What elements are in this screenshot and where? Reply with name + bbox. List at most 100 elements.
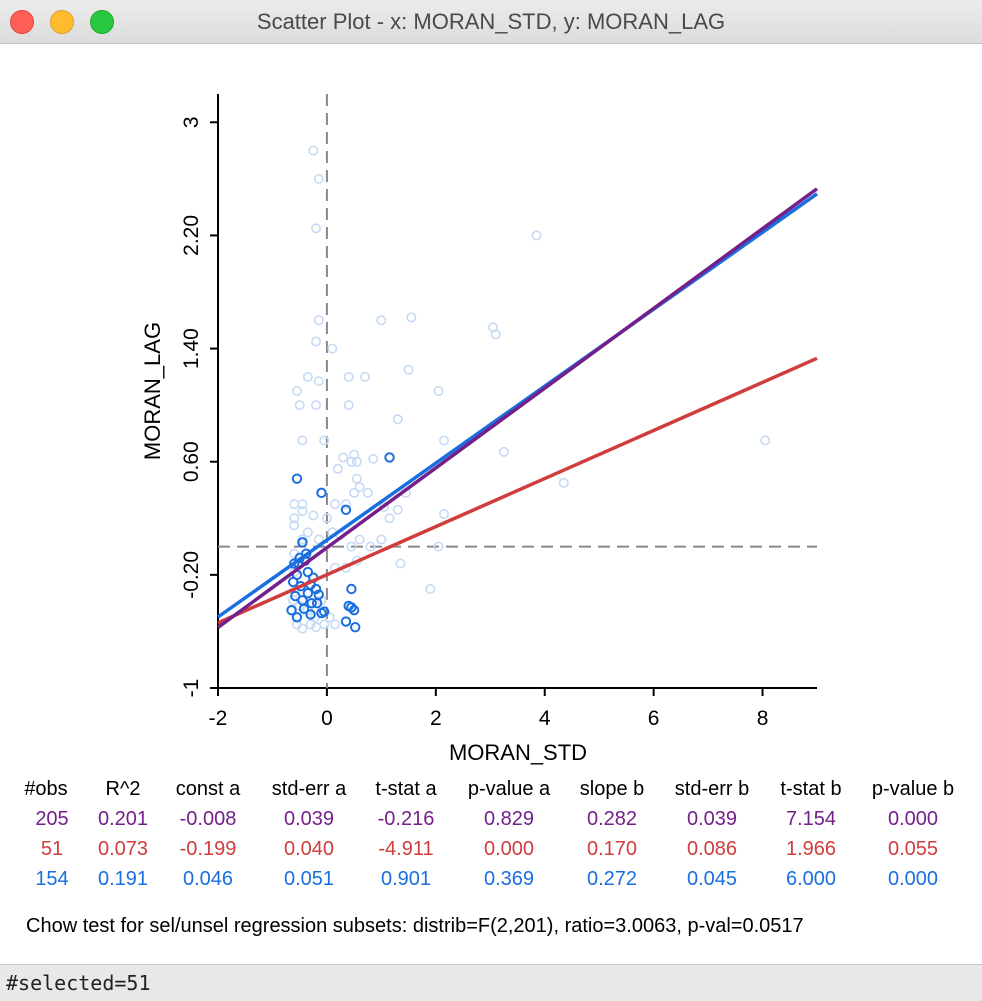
unselected-point <box>558 477 569 488</box>
unselected-point <box>498 446 509 457</box>
x-tick-label: -2 <box>209 707 228 730</box>
stats-row-unselected: 154 0.191 0.046 0.051 0.901 0.369 0.272 … <box>0 868 982 896</box>
selected-point <box>306 597 317 609</box>
selected-point <box>350 621 361 633</box>
unselected-point <box>332 463 343 474</box>
unselected-point <box>346 541 357 552</box>
unselected-point <box>330 619 341 630</box>
unselected-point <box>311 400 322 411</box>
unselected-point <box>346 456 357 467</box>
stat-cell: 0.055 <box>887 838 939 860</box>
selected-point <box>318 606 330 617</box>
header-const-a: const a <box>175 778 241 800</box>
unselected-point <box>360 371 371 382</box>
stat-cell: 0.000 <box>887 808 939 830</box>
unselected-point <box>338 452 349 463</box>
stat-cell: 0.369 <box>483 868 535 890</box>
unselected-point <box>321 513 332 524</box>
stat-cell: 0.191 <box>97 868 149 890</box>
selected-point <box>316 487 327 499</box>
unselected-point <box>438 435 449 446</box>
unselected-point <box>760 435 771 446</box>
header-std-err-a: std-err a <box>271 778 347 800</box>
unselected-point <box>319 435 330 446</box>
regression-line-all <box>216 187 819 629</box>
unselected-point <box>330 499 341 510</box>
selected-point <box>305 609 316 620</box>
unselected-point <box>354 534 365 545</box>
unselected-point <box>297 506 308 517</box>
unselected-point <box>531 230 542 241</box>
x-tick-label: 8 <box>757 707 769 730</box>
stat-cell: 154 <box>35 868 69 890</box>
selected-point <box>287 576 299 588</box>
chow-test-text: Chow test for sel/unsel regression subse… <box>26 915 804 937</box>
stats-row-selected: 51 0.073 -0.199 0.040 -4.911 0.000 0.170… <box>0 838 982 866</box>
selected-point <box>346 583 357 595</box>
unselected-point <box>351 473 362 484</box>
stat-cell: 0.901 <box>380 868 432 890</box>
minimize-window-button[interactable] <box>50 10 74 34</box>
header-t-stat-a: t-stat a <box>375 778 437 800</box>
stat-cell: 0.039 <box>283 808 335 830</box>
header-p-value-a: p-value a <box>467 778 551 800</box>
stat-cell: 0.086 <box>686 838 738 860</box>
unselected-point <box>354 482 365 493</box>
close-window-button[interactable] <box>10 10 34 34</box>
unselected-point <box>490 329 501 340</box>
stat-cell: 0.829 <box>483 808 535 830</box>
regression-line-selected <box>217 356 818 625</box>
unselected-point <box>313 315 324 326</box>
selected-point <box>340 616 352 627</box>
unselected-point <box>351 456 362 467</box>
stat-cell: -4.911 <box>378 838 434 860</box>
header-slope-b: slope b <box>579 778 645 800</box>
y-tick-label: 3 <box>180 116 203 128</box>
unselected-point <box>438 509 449 520</box>
x-tick-label: 2 <box>430 707 442 730</box>
header-obs: #obs <box>24 778 68 800</box>
stat-cell: -0.216 <box>377 808 435 830</box>
unselected-point <box>294 400 305 411</box>
unselected-point <box>376 534 387 545</box>
unselected-point <box>340 499 351 510</box>
unselected-point <box>324 612 335 623</box>
unselected-point <box>395 558 406 569</box>
selected-point <box>343 600 354 612</box>
y-tick-label: 0.60 <box>180 441 203 482</box>
unselected-point <box>297 435 308 446</box>
zoom-window-button[interactable] <box>90 10 114 34</box>
selected-point <box>297 537 308 548</box>
x-tick-label: 6 <box>648 707 660 730</box>
unselected-point <box>289 499 300 510</box>
unselected-point <box>313 173 324 184</box>
stat-cell: 0.039 <box>686 808 738 830</box>
y-tick-label: 2.20 <box>180 215 203 256</box>
unselected-point <box>308 145 319 156</box>
unselected-point <box>343 400 354 411</box>
x-axis-title: MORAN_STD <box>449 740 587 765</box>
unselected-point <box>433 385 444 396</box>
header-p-value-b: p-value b <box>871 778 955 800</box>
selected-point <box>286 605 297 616</box>
y-tick-label: 1.40 <box>180 328 203 369</box>
unselected-point <box>392 504 403 515</box>
unselected-point <box>308 510 319 521</box>
regression-line-unselected <box>216 192 819 619</box>
header-std-err-b: std-err b <box>674 778 750 800</box>
stat-cell: 205 <box>35 808 69 830</box>
stat-cell: -0.199 <box>179 838 237 860</box>
stat-cell: 0.170 <box>586 838 638 860</box>
unselected-point <box>289 513 300 524</box>
selected-point <box>340 504 352 515</box>
stat-cell: 0.073 <box>97 838 149 860</box>
stat-cell: -0.008 <box>179 808 237 830</box>
stat-cell: 0.000 <box>483 838 535 860</box>
unselected-point <box>327 343 338 354</box>
stats-row-all: 205 0.201 -0.008 0.039 -0.216 0.829 0.28… <box>0 808 982 836</box>
selected-point <box>313 589 324 600</box>
scatter-plot[interactable]: -2 0 2 4 6 8 -1 -0.20 0.60 1.40 2.20 3 MORAN_STD MORA… <box>0 44 982 774</box>
unselected-point <box>291 385 302 396</box>
unselected-point <box>376 315 387 326</box>
header-t-stat-b: t-stat b <box>780 778 842 800</box>
